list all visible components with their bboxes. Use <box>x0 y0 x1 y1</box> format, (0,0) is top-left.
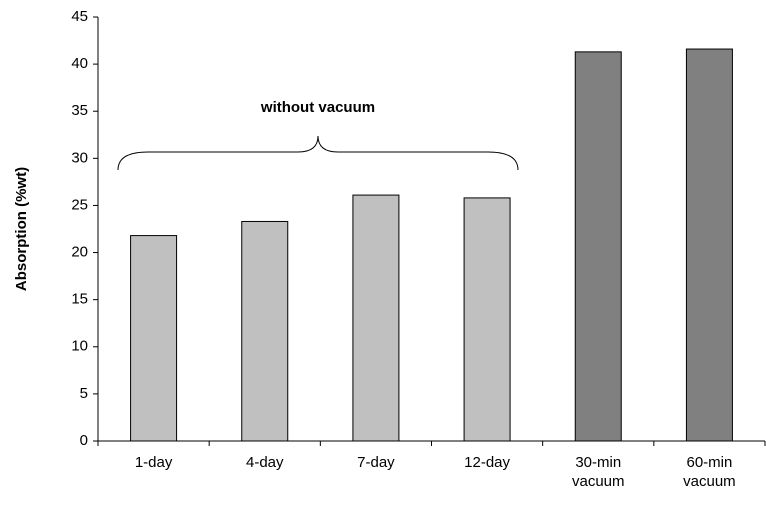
brace <box>117 135 519 171</box>
x-tick-label: 1-day <box>135 454 173 471</box>
y-tick-label: 40 <box>71 55 88 72</box>
x-tick-label: 60-min vacuum <box>683 454 736 490</box>
x-tick-label: 7-day <box>357 454 395 471</box>
y-tick-label: 5 <box>80 385 88 402</box>
x-tick-label: 4-day <box>246 454 284 471</box>
y-tick-label: 30 <box>71 149 88 166</box>
annotation: without vacuum <box>260 99 375 116</box>
bar <box>130 235 178 442</box>
y-tick-label: 15 <box>71 291 88 308</box>
y-tick-label: 35 <box>71 102 88 119</box>
bar <box>574 51 622 442</box>
x-tick-label: 30-min vacuum <box>572 454 625 490</box>
bar <box>685 48 733 442</box>
y-tick-label: 20 <box>71 244 88 261</box>
y-tick-label: 25 <box>71 196 88 213</box>
bar <box>352 194 400 442</box>
y-axis-label: Absorption (%wt) <box>13 167 30 291</box>
y-tick-label: 0 <box>80 432 88 449</box>
y-tick-label: 45 <box>71 8 88 25</box>
x-tick-label: 12-day <box>464 454 510 471</box>
bar <box>463 197 511 442</box>
bar <box>241 220 289 442</box>
y-tick-label: 10 <box>71 338 88 355</box>
